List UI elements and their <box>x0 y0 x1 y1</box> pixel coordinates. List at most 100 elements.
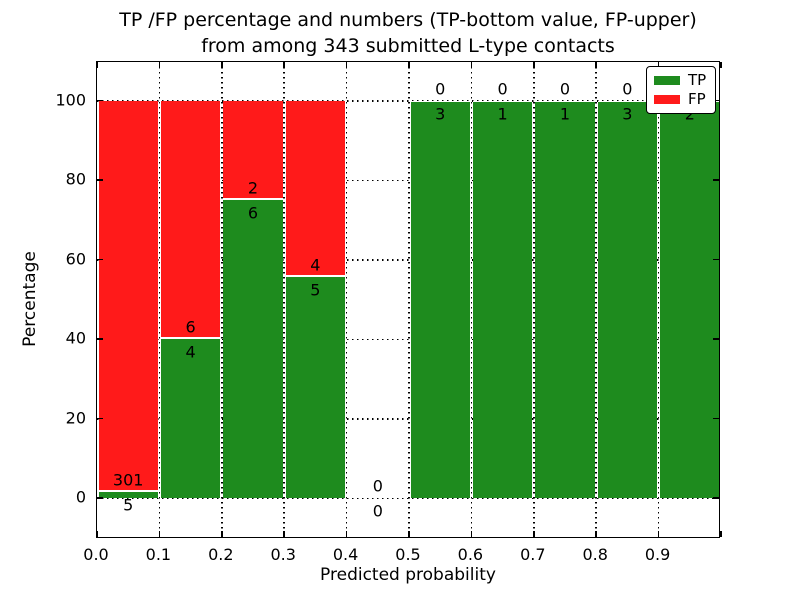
bar-segment-tp <box>410 100 470 498</box>
y-tick-label: 40 <box>65 328 86 348</box>
x-tick-label: 0.8 <box>582 545 608 564</box>
y-tick-mark <box>713 497 719 499</box>
bar-label-tp: 5 <box>123 495 134 514</box>
y-tick-label: 80 <box>65 169 86 189</box>
bar-label-tp: 6 <box>247 203 259 223</box>
y-tick-mark <box>713 338 719 340</box>
gridline-horizontal <box>97 338 719 340</box>
y-tick-mark <box>713 99 719 102</box>
legend-label-fp: FP <box>688 90 706 108</box>
y-tick-label: 0 <box>75 487 86 507</box>
x-tick-mark <box>533 531 535 537</box>
bar-label-tp: 1 <box>497 104 508 123</box>
gridline-vertical <box>221 62 223 537</box>
bar-label-fp: 4 <box>310 255 321 275</box>
gridline-vertical <box>595 62 597 537</box>
bar-segment-tp <box>597 100 658 498</box>
legend-entry-tp: TP <box>654 73 708 88</box>
x-axis-label: Predicted probability <box>320 565 496 585</box>
gridline-vertical <box>408 62 410 537</box>
bar-label-tp: 1 <box>559 104 571 123</box>
bar-segment-tp <box>472 100 533 498</box>
x-tick-label: 0.6 <box>457 545 484 564</box>
gridline-vertical <box>470 62 473 537</box>
x-tick-mark <box>657 531 660 537</box>
x-tick-mark <box>533 62 535 68</box>
x-tick-mark <box>595 531 597 537</box>
x-tick-mark <box>470 531 473 537</box>
x-tick-label: 0.7 <box>520 545 546 564</box>
y-tick-mark <box>713 258 719 261</box>
x-tick-mark <box>283 62 285 68</box>
x-tick-label: 0.2 <box>208 545 234 564</box>
bar-label-tp: 3 <box>435 104 446 123</box>
bar-segment-tp <box>160 339 221 498</box>
bar-segment-tp <box>535 100 595 498</box>
y-tick-label: 100 <box>55 90 86 109</box>
x-tick-label: 0.4 <box>332 545 359 564</box>
bar-label-tp: 3 <box>622 104 633 123</box>
tp-color-swatch <box>654 76 680 85</box>
y-tick-mark <box>713 417 719 420</box>
y-tick-label: 20 <box>65 408 86 427</box>
bar-label-fp: 0 <box>372 476 383 496</box>
y-tick-label: 60 <box>65 249 86 268</box>
bar-segment-fp <box>285 100 346 278</box>
gridline-horizontal <box>97 100 719 102</box>
gridline-horizontal <box>97 418 719 420</box>
y-tick-mark <box>97 338 103 340</box>
x-tick-mark <box>96 62 98 68</box>
bar-segment-tp <box>98 491 158 498</box>
bar-label-fp: 0 <box>559 79 571 98</box>
bar-label-fp: 0 <box>497 79 508 98</box>
chart-title-line1: TP /FP percentage and numbers (TP-bottom… <box>119 9 697 31</box>
x-tick-mark <box>158 62 161 68</box>
gridline-vertical <box>657 62 660 537</box>
x-tick-label: 0.5 <box>395 545 421 564</box>
legend-entry-fp: FP <box>654 92 708 107</box>
bar-segment-tp <box>660 100 720 498</box>
legend-label-tp: TP <box>688 71 707 89</box>
x-tick-mark <box>470 62 473 68</box>
x-tick-mark <box>720 531 722 537</box>
y-tick-mark <box>97 258 103 261</box>
gridline-vertical <box>158 62 161 537</box>
bar-segment-tp <box>285 277 346 498</box>
x-tick-label: 0.3 <box>270 545 296 564</box>
gridline-horizontal <box>97 179 719 181</box>
x-tick-label: 0.9 <box>644 545 671 564</box>
x-tick-mark <box>283 531 285 537</box>
chart-title-line2: from among 343 submitted L-type contacts <box>201 35 615 57</box>
gridline-horizontal <box>97 497 719 499</box>
x-tick-mark <box>345 531 348 537</box>
x-tick-label: 0.0 <box>83 545 109 564</box>
fp-color-swatch <box>654 95 680 104</box>
x-tick-mark <box>595 62 597 68</box>
gridline-vertical <box>345 62 348 537</box>
y-tick-mark <box>97 497 103 499</box>
gridline-horizontal <box>97 259 719 261</box>
bar-label-fp: 301 <box>112 470 144 489</box>
bar-segment-fp <box>160 100 221 339</box>
chart-title: TP /FP percentage and numbers (TP-bottom… <box>96 7 720 59</box>
bar-segment-tp <box>223 199 283 498</box>
bar-segment-fp <box>98 100 158 492</box>
gridline-vertical <box>283 62 285 537</box>
x-tick-mark <box>657 62 660 68</box>
x-tick-mark <box>720 62 722 68</box>
plot-area: 3015642645000301010302 <box>96 61 722 538</box>
x-tick-mark <box>408 531 410 537</box>
x-tick-mark <box>96 531 98 537</box>
bar-label-tp: 4 <box>185 342 196 362</box>
y-tick-mark <box>97 179 103 181</box>
x-tick-mark <box>158 531 161 537</box>
bar-label-fp: 2 <box>247 178 259 198</box>
y-tick-mark <box>713 179 719 181</box>
x-tick-mark <box>221 62 223 68</box>
y-tick-mark <box>97 417 103 420</box>
x-tick-label: 0.1 <box>145 545 172 564</box>
y-axis-label: Percentage <box>20 251 40 347</box>
bar-label-tp: 5 <box>310 280 321 300</box>
x-tick-mark <box>345 62 348 68</box>
